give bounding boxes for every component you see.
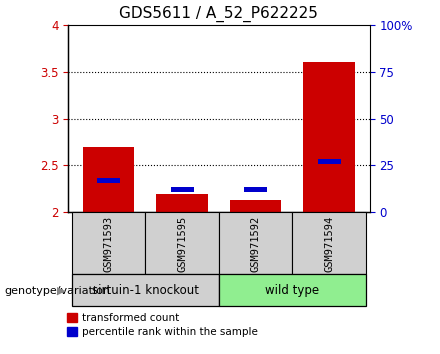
Text: genotype/variation: genotype/variation bbox=[4, 286, 110, 296]
Title: GDS5611 / A_52_P622225: GDS5611 / A_52_P622225 bbox=[120, 6, 318, 22]
Bar bbox=[219, 212, 293, 274]
Bar bbox=[145, 212, 219, 274]
Bar bbox=[83, 147, 134, 212]
Bar bbox=[244, 187, 267, 193]
Text: GSM971594: GSM971594 bbox=[324, 215, 334, 272]
Text: GSM971592: GSM971592 bbox=[251, 215, 260, 272]
Bar bbox=[318, 159, 341, 164]
Text: sirtuin-1 knockout: sirtuin-1 knockout bbox=[92, 284, 199, 297]
Bar bbox=[230, 200, 282, 212]
Bar bbox=[72, 212, 145, 274]
Bar bbox=[293, 212, 366, 274]
Text: GSM971595: GSM971595 bbox=[177, 215, 187, 272]
Bar bbox=[171, 187, 194, 193]
Text: wild type: wild type bbox=[265, 284, 319, 297]
Bar bbox=[97, 178, 120, 183]
Bar bbox=[72, 274, 219, 306]
Legend: transformed count, percentile rank within the sample: transformed count, percentile rank withi… bbox=[67, 313, 258, 337]
Bar bbox=[304, 62, 355, 212]
Bar bbox=[219, 274, 366, 306]
Text: GSM971593: GSM971593 bbox=[104, 215, 114, 272]
Text: ▶: ▶ bbox=[57, 286, 65, 296]
Bar bbox=[156, 194, 208, 212]
